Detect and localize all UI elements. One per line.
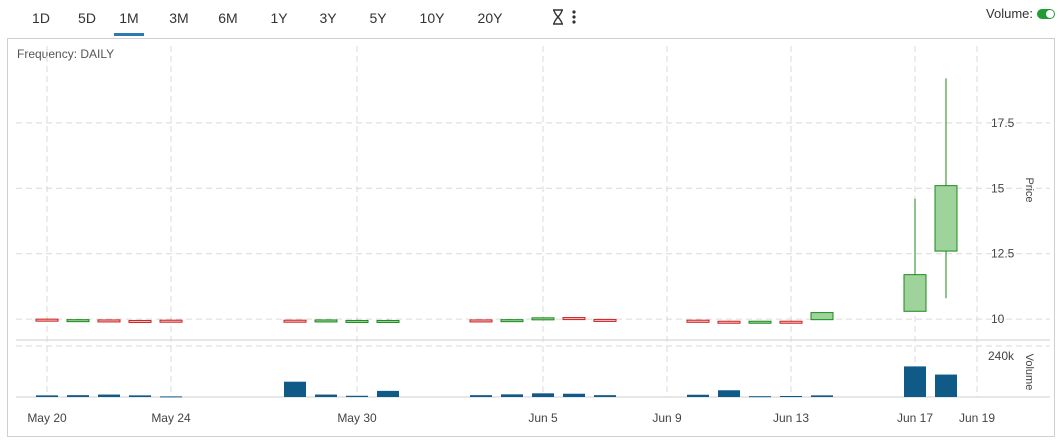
range-tab-1y[interactable]: 1Y bbox=[270, 10, 288, 26]
volume-layer bbox=[36, 366, 957, 398]
more-vertical-icon[interactable] bbox=[572, 10, 576, 29]
x-tick-label: May 30 bbox=[337, 411, 377, 425]
price-axis-title: Price bbox=[1023, 177, 1035, 202]
range-tab-1m[interactable]: 1M bbox=[114, 0, 144, 36]
volume-toggle-label: Volume: bbox=[986, 6, 1033, 21]
range-tab-1d[interactable]: 1D bbox=[32, 10, 50, 26]
range-toolbar: 1D 5D 1M 3M 6M 1Y 3Y 5Y 10Y 20Y Volume: bbox=[0, 0, 1063, 38]
volume-bar bbox=[718, 390, 740, 397]
volume-bar bbox=[749, 396, 771, 398]
range-tab-6m[interactable]: 6M bbox=[218, 10, 238, 26]
volume-tick-label: 240k bbox=[988, 349, 1015, 363]
hourglass-icon[interactable] bbox=[552, 9, 564, 30]
volume-bar bbox=[935, 374, 957, 397]
candle-body bbox=[934, 185, 958, 252]
volume-bar bbox=[563, 393, 585, 397]
candle-body bbox=[500, 319, 524, 323]
volume-switch[interactable] bbox=[1037, 8, 1055, 19]
chart-tools bbox=[552, 9, 576, 30]
candle-body bbox=[376, 319, 400, 323]
volume-bar bbox=[687, 394, 709, 397]
volume-bar bbox=[284, 381, 306, 397]
range-tab-5d[interactable]: 5D bbox=[78, 10, 96, 26]
volume-bar bbox=[36, 395, 58, 397]
volume-bar bbox=[904, 366, 926, 397]
x-tick-label: May 20 bbox=[27, 411, 67, 425]
volume-bar bbox=[98, 394, 120, 397]
candle-body bbox=[283, 319, 307, 323]
candle-body bbox=[593, 318, 617, 322]
candle-body bbox=[469, 319, 493, 323]
volume-toggle: Volume: bbox=[986, 6, 1055, 21]
range-tab-10y[interactable]: 10Y bbox=[419, 10, 445, 26]
x-tick-label: Jun 5 bbox=[528, 411, 558, 425]
volume-bar bbox=[129, 395, 151, 397]
label-layer: 10 12.5 15 17.5 May 20 May 24 May 30 Jun 5 Jun 9… bbox=[27, 116, 1035, 425]
volume-bar bbox=[811, 395, 833, 397]
candle-body bbox=[903, 274, 927, 312]
candle-layer bbox=[35, 78, 958, 324]
x-tick-label: May 24 bbox=[151, 411, 191, 425]
x-tick-label: Jun 17 bbox=[897, 411, 933, 425]
price-tick-label: 17.5 bbox=[991, 116, 1015, 130]
candle-body bbox=[159, 319, 183, 323]
price-tick-label: 15 bbox=[991, 181, 1005, 195]
candle-body bbox=[748, 320, 772, 324]
candle-body bbox=[345, 319, 369, 323]
volume-bar bbox=[315, 394, 337, 397]
volume-bar bbox=[377, 390, 399, 397]
price-tick-label: 12.5 bbox=[991, 247, 1015, 261]
price-tick-label: 10 bbox=[991, 312, 1005, 326]
candle-body bbox=[810, 312, 834, 321]
range-tab-3m[interactable]: 3M bbox=[169, 10, 189, 26]
volume-bar bbox=[470, 395, 492, 397]
volume-axis-title: Volume bbox=[1023, 354, 1035, 391]
volume-bar bbox=[594, 395, 616, 397]
x-tick-label: Jun 19 bbox=[959, 411, 995, 425]
chart-frame bbox=[7, 38, 1055, 437]
candle-body bbox=[97, 319, 121, 323]
range-tab-5y[interactable]: 5Y bbox=[369, 10, 387, 26]
candle-body bbox=[562, 317, 586, 321]
candle-body bbox=[66, 319, 90, 323]
range-tabs: 1D 5D 1M 3M 6M 1Y 3Y 5Y 10Y 20Y bbox=[18, 0, 520, 36]
volume-bar bbox=[532, 393, 554, 397]
volume-bar bbox=[501, 394, 523, 397]
frequency-label: Frequency: DAILY bbox=[17, 47, 115, 61]
candle-body bbox=[314, 319, 338, 323]
range-tab-20y[interactable]: 20Y bbox=[477, 10, 503, 26]
range-tab-3y[interactable]: 3Y bbox=[319, 10, 337, 26]
volume-bar bbox=[346, 395, 368, 397]
candle-body bbox=[128, 319, 152, 323]
x-tick-label: Jun 13 bbox=[773, 411, 809, 425]
candle-body bbox=[531, 317, 555, 321]
volume-bar bbox=[780, 395, 802, 397]
candle-body bbox=[35, 318, 59, 322]
candle-body bbox=[717, 320, 741, 324]
candle-body bbox=[686, 319, 710, 323]
candle-body bbox=[779, 320, 803, 324]
volume-bar bbox=[67, 395, 89, 397]
volume-bar bbox=[160, 396, 182, 398]
grid-layer bbox=[16, 46, 1050, 398]
x-tick-label: Jun 9 bbox=[652, 411, 682, 425]
